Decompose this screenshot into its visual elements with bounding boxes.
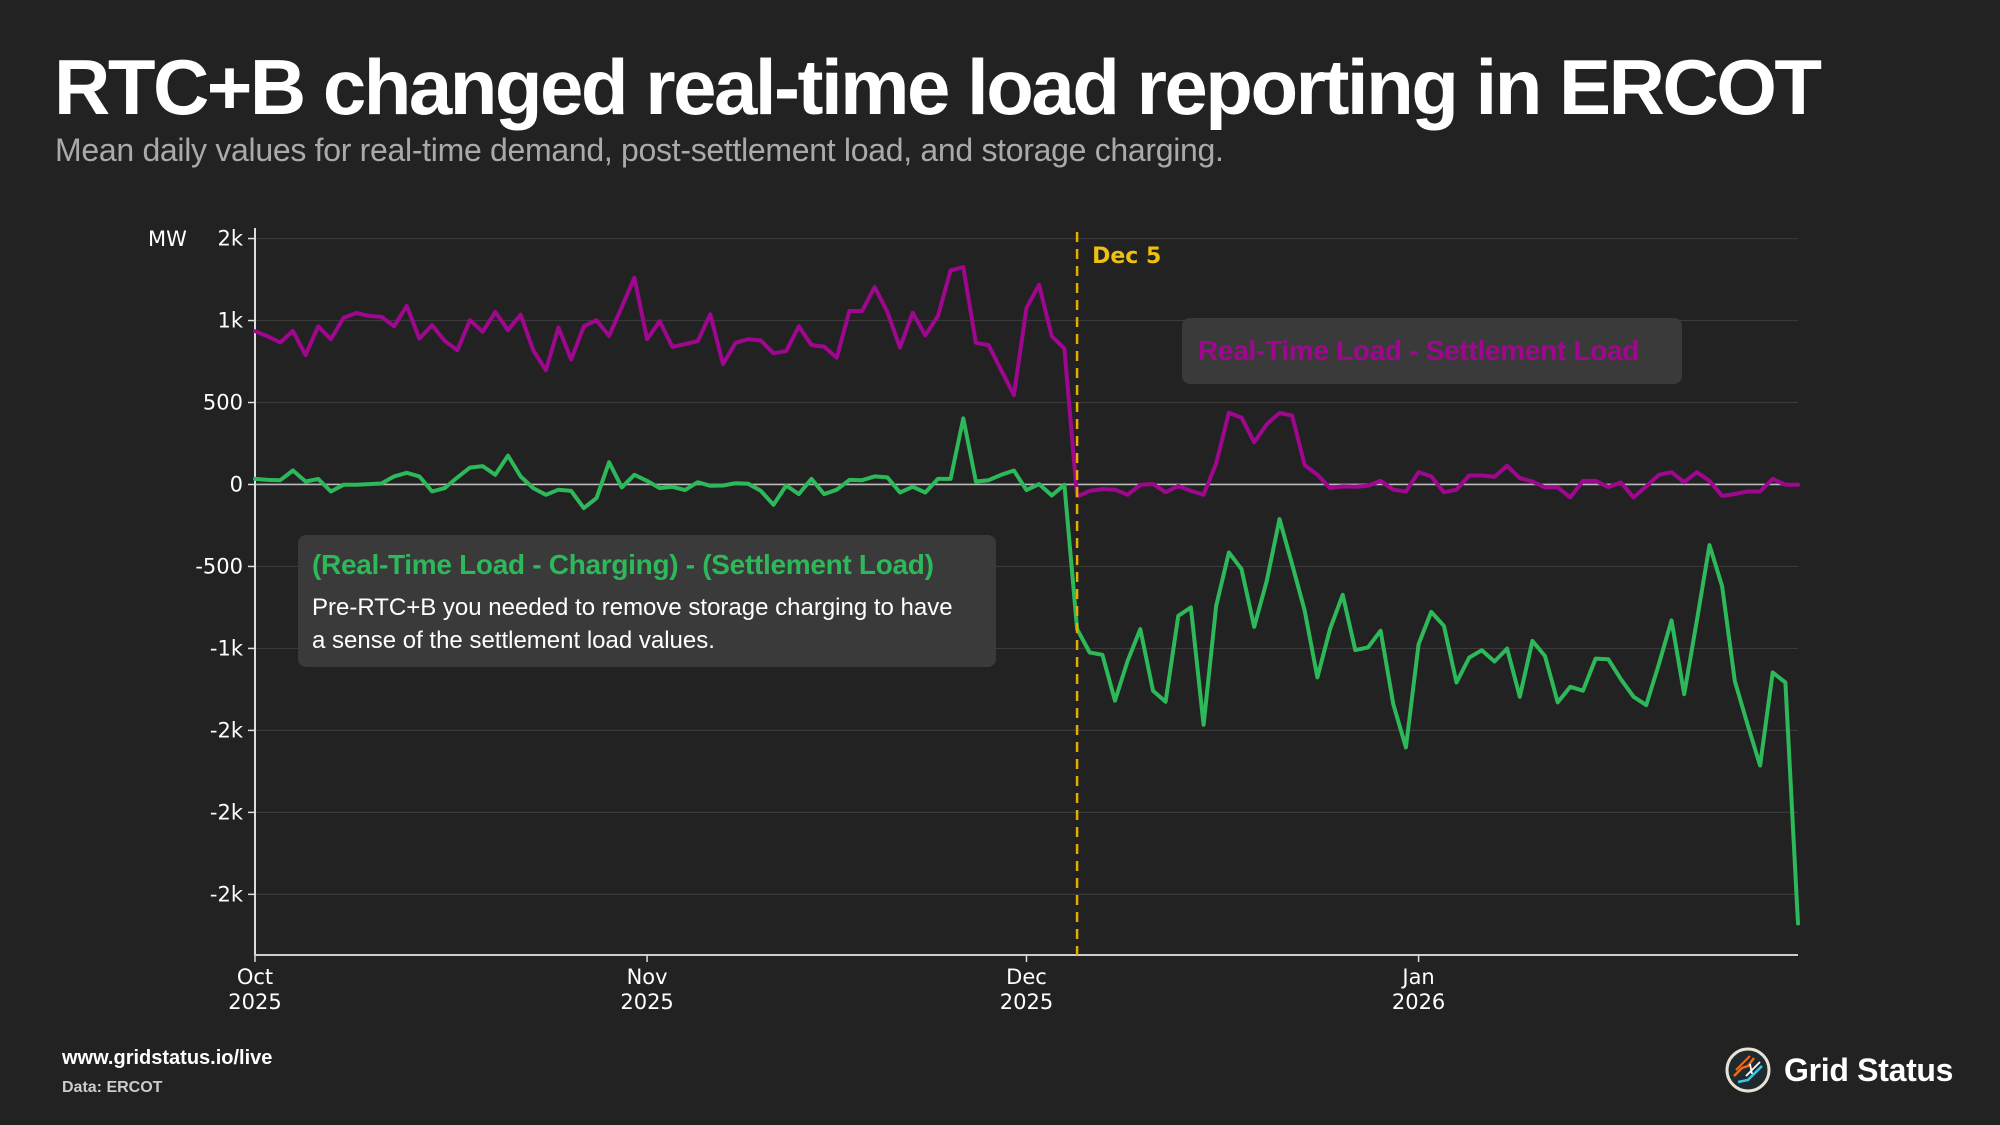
event-label: Dec 5 bbox=[1092, 244, 1161, 269]
y-tick-label: -2k bbox=[210, 800, 244, 824]
y-axis: 2k 1k 500 0 -500 -1k -2k -2k -2k bbox=[195, 227, 256, 955]
x-tick-label-month: Jan bbox=[1400, 965, 1434, 989]
y-axis-label: MW bbox=[148, 227, 187, 251]
page-subtitle: Mean daily values for real-time demand, … bbox=[55, 132, 1224, 168]
y-tick-label: -1k bbox=[210, 636, 244, 660]
annotation-green-series: (Real-Time Load - Charging) - (Settlemen… bbox=[298, 535, 996, 667]
x-tick-label-year: 2026 bbox=[1392, 990, 1445, 1014]
annotation-green-label: (Real-Time Load - Charging) - (Settlemen… bbox=[312, 549, 934, 580]
y-tick-label: -500 bbox=[195, 554, 243, 578]
page-title: RTC+B changed real-time load reporting i… bbox=[54, 43, 1822, 131]
annotation-purple-label: Real-Time Load - Settlement Load bbox=[1198, 335, 1640, 366]
footer-url-link[interactable]: www.gridstatus.io/live bbox=[62, 1047, 273, 1069]
x-tick-label-month: Nov bbox=[627, 965, 668, 989]
x-tick-label-year: 2025 bbox=[1000, 990, 1053, 1014]
y-tick-label: 0 bbox=[230, 472, 243, 496]
footer-data-source: Data: ERCOT bbox=[62, 1079, 163, 1096]
annotation-green-note: Pre-RTC+B you needed to remove storage c… bbox=[312, 594, 953, 654]
x-tick-label-month: Oct bbox=[237, 965, 273, 989]
grid-status-logo-icon bbox=[1725, 1047, 1771, 1093]
x-tick-label-year: 2025 bbox=[228, 990, 281, 1014]
y-tick-label: 2k bbox=[217, 227, 243, 251]
y-tick-label: -2k bbox=[210, 718, 244, 742]
series-line-rt-minus-charging-minus-settlement bbox=[253, 416, 1800, 926]
event-marker: Dec 5 bbox=[1075, 232, 1161, 955]
y-tick-label: 1k bbox=[217, 309, 243, 333]
brand-logo: Grid Status bbox=[1724, 1046, 1953, 1094]
brand-name: Grid Status bbox=[1784, 1051, 1954, 1088]
annotation-purple-series: Real-Time Load - Settlement Load bbox=[1182, 318, 1682, 384]
y-tick-label: 500 bbox=[203, 391, 243, 415]
series-line-rt-minus-settlement bbox=[253, 265, 1800, 500]
y-tick-label: -2k bbox=[210, 882, 244, 906]
x-tick-label-month: Dec bbox=[1006, 965, 1047, 989]
series-lines bbox=[253, 265, 1800, 926]
x-tick-label-year: 2025 bbox=[620, 990, 673, 1014]
